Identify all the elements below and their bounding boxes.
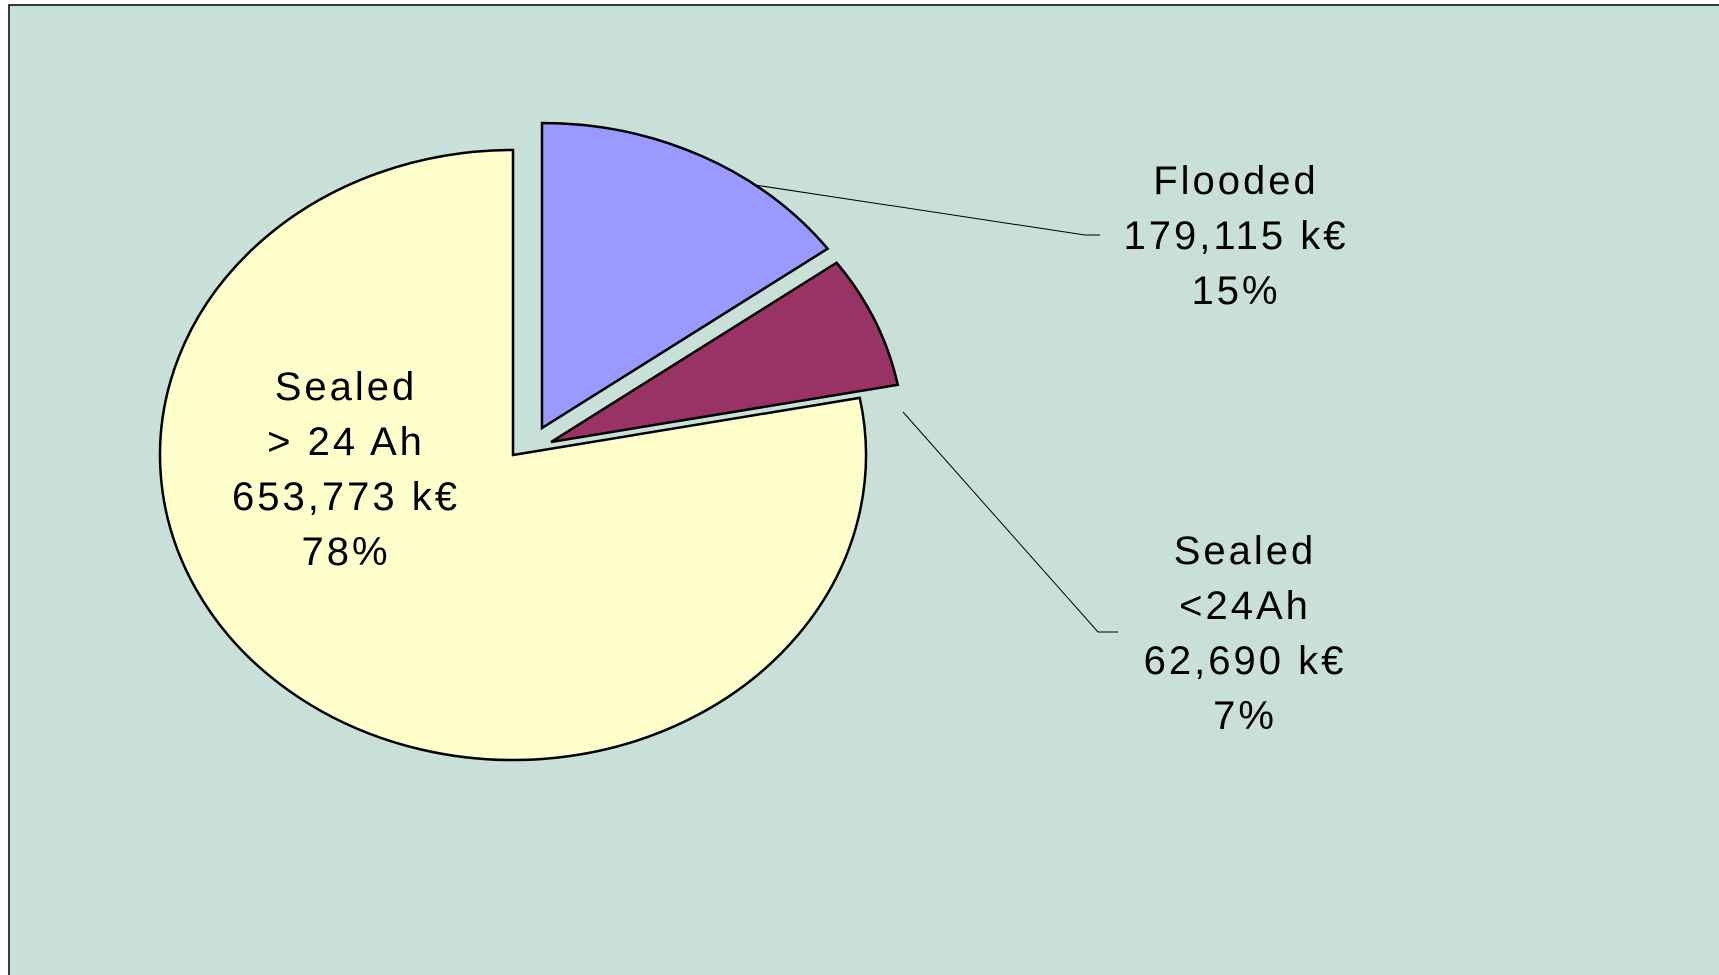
leader-line (902, 411, 1118, 633)
leader-line (754, 184, 1100, 236)
percent-label: 15% (1191, 269, 1280, 313)
slice-label: Sealed <24Ah 62,690 k€ 7% (1144, 529, 1347, 738)
slice-label: Sealed > 24 Ah 653,773 k€ 78% (232, 365, 460, 574)
category-label: Sealed (275, 365, 418, 409)
pie-slice (158, 148, 868, 762)
category-label: Flooded (1153, 159, 1319, 203)
percent-label: 78% (301, 530, 390, 574)
pie-slice (540, 121, 830, 431)
percent-label: 7% (1213, 694, 1277, 738)
category-label: > 24 Ah (267, 420, 425, 464)
pie-slice (550, 261, 900, 444)
amount-label: 653,773 k€ (232, 475, 460, 519)
amount-label: 179,115 k€ (1124, 214, 1349, 258)
category-label: Sealed (1174, 529, 1317, 573)
amount-label: 62,690 k€ (1144, 639, 1347, 683)
category-label: <24Ah (1179, 584, 1311, 628)
slice-label: Flooded 179,115 k€ 15% (1124, 159, 1349, 313)
